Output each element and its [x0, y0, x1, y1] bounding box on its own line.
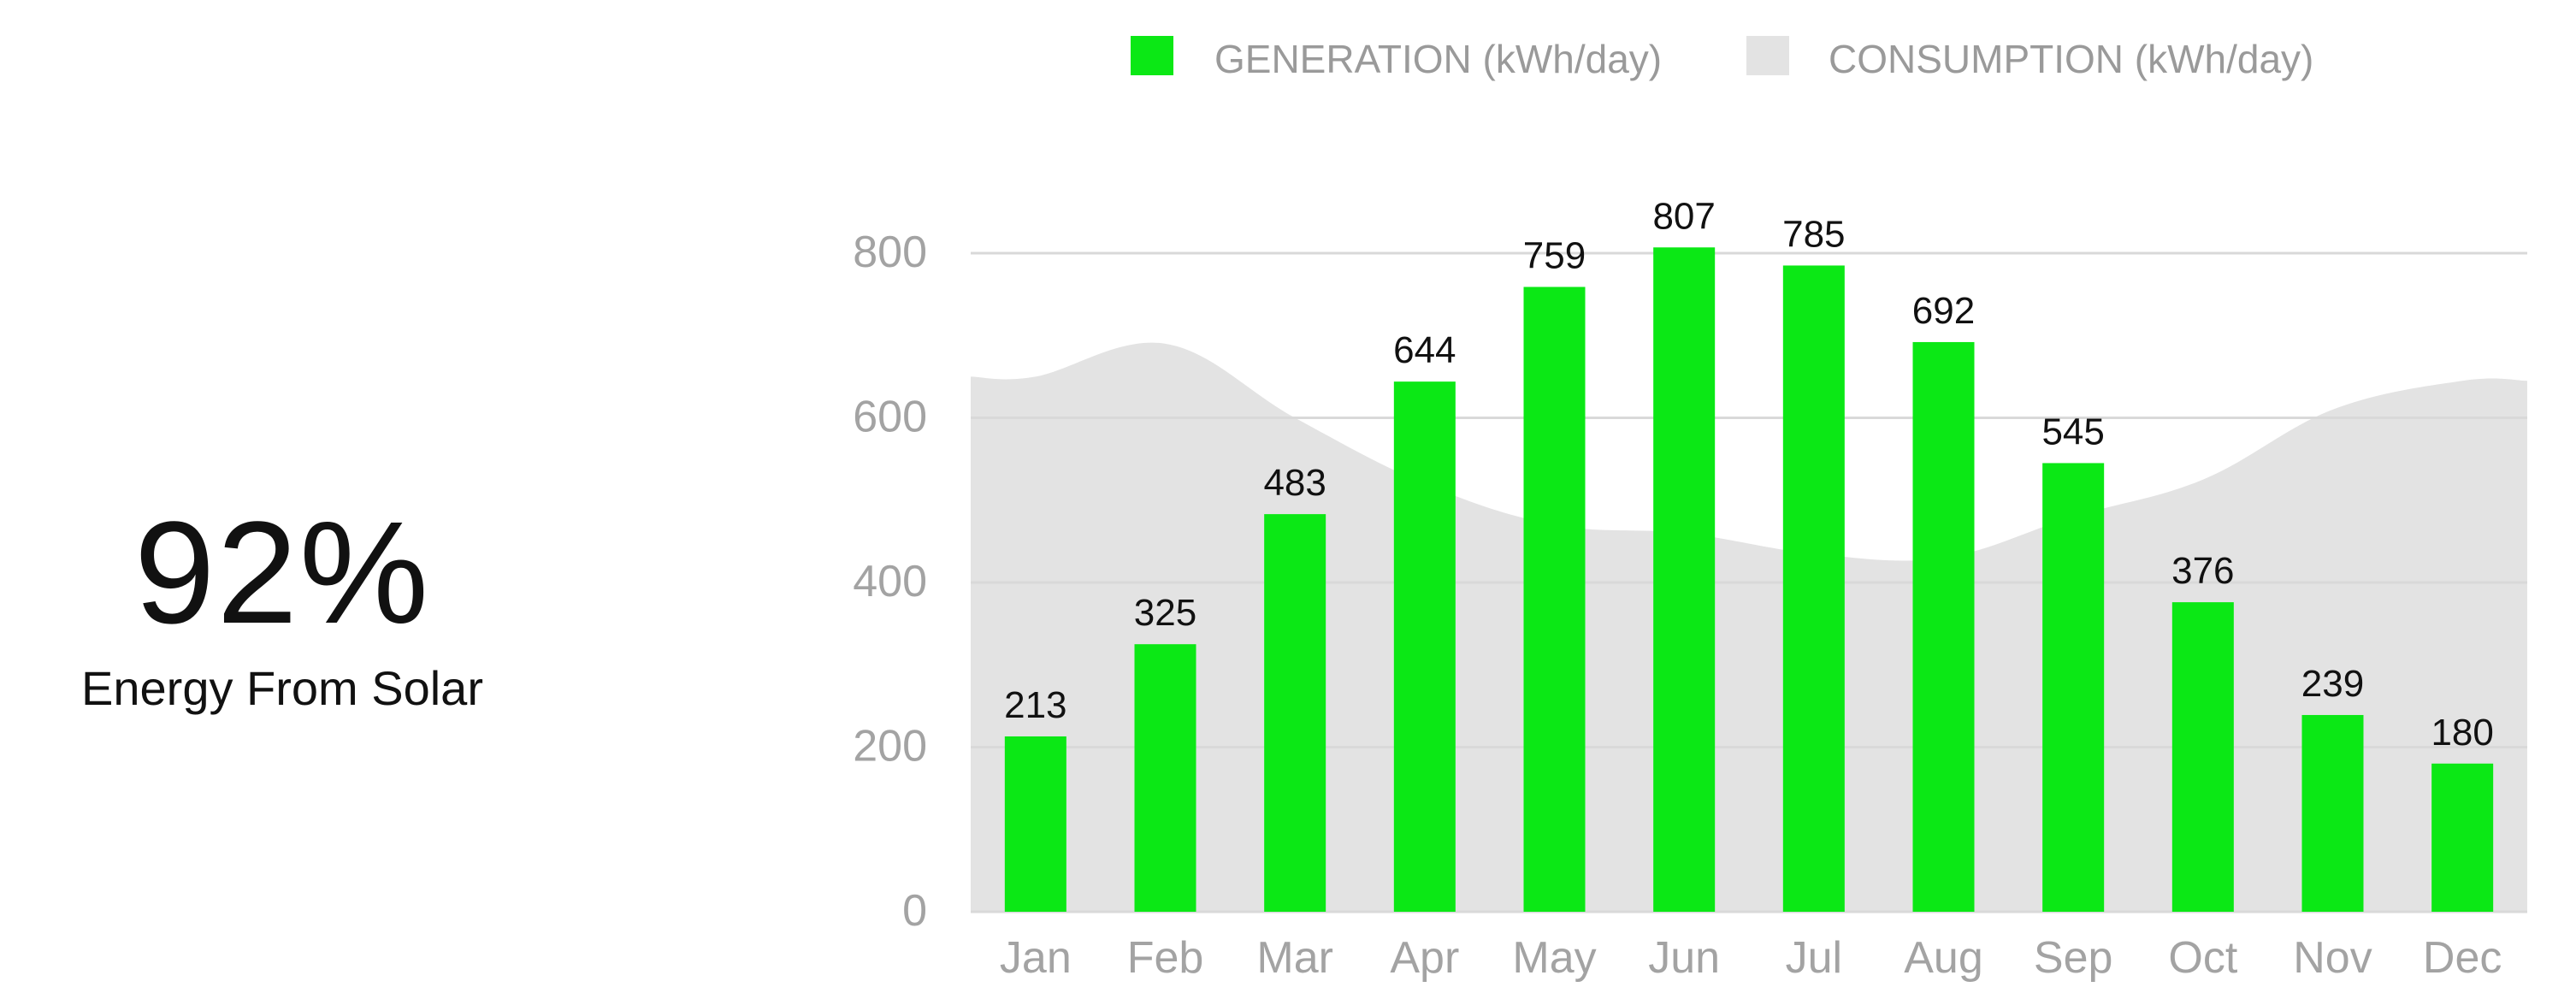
- data-labels: 213 325 483 644 759 807 785 692 545 376 239 180: [1004, 195, 2494, 753]
- bar-sep: [2042, 463, 2105, 912]
- data-label: 692: [1912, 290, 1975, 332]
- x-tick-label: Feb: [1127, 933, 1204, 983]
- bar-mar: [1264, 514, 1326, 912]
- solar-share-value: 92%: [133, 492, 431, 654]
- data-label: 785: [1782, 213, 1845, 255]
- x-tick-label: Nov: [2293, 933, 2372, 983]
- data-label: 180: [2431, 712, 2493, 754]
- y-tick-label: 600: [853, 393, 927, 442]
- legend-label-consumption: CONSUMPTION (kWh/day): [1829, 37, 2313, 81]
- bar-may: [1523, 287, 1586, 912]
- x-tick-label: Apr: [1390, 933, 1459, 983]
- generation-bars: [1004, 247, 2494, 912]
- data-label: 213: [1004, 684, 1066, 726]
- x-tick-label: Jun: [1648, 933, 1720, 983]
- data-label: 644: [1393, 329, 1456, 371]
- x-tick-label: Sep: [2034, 933, 2113, 983]
- solar-share-label: Energy From Solar: [81, 661, 483, 715]
- x-tick-label: Jul: [1786, 933, 1842, 983]
- solar-share-stat: 92% Energy From Solar: [34, 496, 530, 718]
- y-tick-label: 800: [853, 228, 927, 277]
- grid-lines: [971, 251, 2527, 913]
- bar-apr: [1393, 381, 1456, 912]
- data-label: 239: [2301, 663, 2364, 705]
- x-tick-label: Jan: [1000, 933, 1072, 983]
- x-tick-label: Aug: [1904, 933, 1983, 983]
- legend-label-generation: GENERATION (kWh/day): [1214, 37, 1662, 81]
- data-label: 376: [2171, 550, 2234, 592]
- x-tick-label: May: [1512, 933, 1596, 983]
- x-tick-label: Dec: [2423, 933, 2502, 983]
- bar-jun: [1653, 247, 1716, 912]
- bar-oct: [2171, 602, 2234, 912]
- data-label: 545: [2041, 411, 2104, 452]
- x-tick-label: Mar: [1256, 933, 1333, 983]
- bar-jan: [1004, 736, 1066, 912]
- y-tick-label: 0: [902, 886, 927, 936]
- data-label: 483: [1263, 462, 1326, 504]
- axes: 0 200 400 600 800 Jan Feb Mar Apr May Jun Jul Aug Sep…: [853, 228, 2502, 983]
- consumption-area-layer: [971, 342, 2527, 912]
- legend-swatch-consumption: [1746, 36, 1789, 75]
- data-label: 325: [1134, 592, 1196, 634]
- legend-swatch-generation: [1131, 36, 1173, 75]
- consumption-area: [971, 342, 2527, 912]
- bar-dec: [2431, 763, 2494, 912]
- chart-legend: GENERATION (kWh/day) CONSUMPTION (kWh/day…: [1131, 36, 2313, 81]
- y-tick-label: 200: [853, 722, 927, 771]
- y-tick-label: 400: [853, 557, 927, 606]
- bar-nov: [2301, 714, 2364, 912]
- data-label: 807: [1652, 195, 1715, 237]
- x-tick-label: Oct: [2168, 933, 2237, 983]
- bar-jul: [1782, 265, 1845, 912]
- bar-feb: [1134, 644, 1196, 912]
- bar-aug: [1912, 341, 1975, 912]
- data-label: 759: [1523, 234, 1586, 276]
